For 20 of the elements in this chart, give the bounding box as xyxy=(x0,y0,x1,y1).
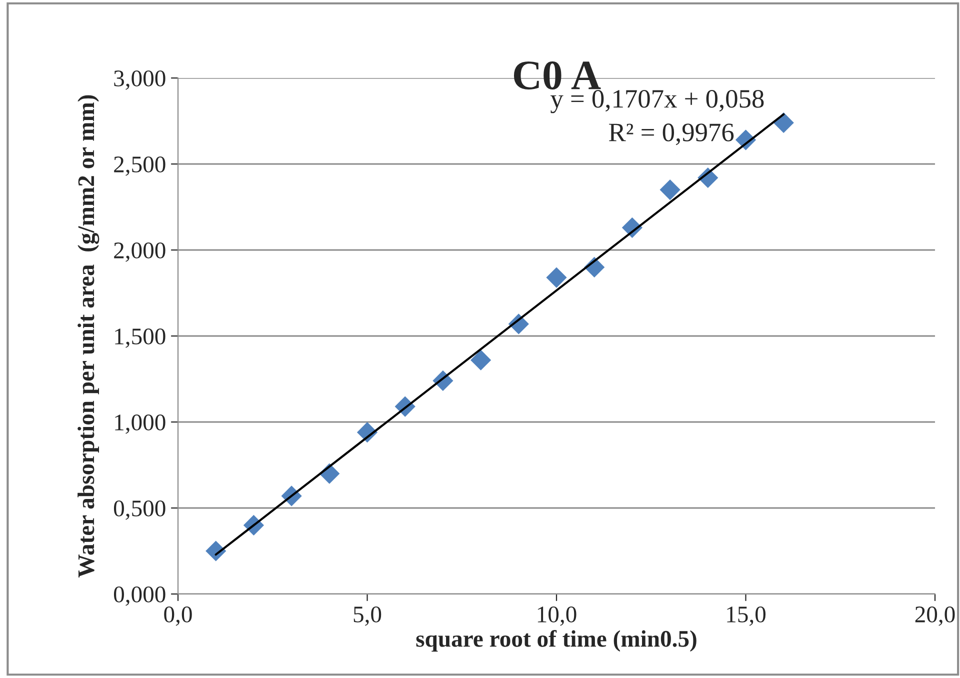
annotation: y = 0,1707x + 0,058 xyxy=(550,90,764,114)
y-tick-label: 3,000 xyxy=(114,70,166,90)
y-tick-label: 1,000 xyxy=(115,414,166,434)
y-axis-title: Water absorption per unit area (g/mm2 or mm) xyxy=(78,95,100,578)
chart-title: C0 A xyxy=(514,61,601,90)
x-tick-label: 10,0 xyxy=(538,606,576,626)
x-axis-title: square root of time (min0.5) xyxy=(416,630,696,652)
x-tick-label: 5,0 xyxy=(354,606,382,626)
annotation: R² = 0,9976 xyxy=(608,124,734,146)
x-tick-label: 15,0 xyxy=(727,606,766,626)
point xyxy=(660,180,680,200)
x-tick-label: 20,0 xyxy=(915,606,955,626)
point xyxy=(546,267,567,288)
y-tick-label: 0,500 xyxy=(114,500,166,520)
y-tick-label: 1,500 xyxy=(115,328,166,348)
y-tick-label: 0,000 xyxy=(114,586,166,606)
y-tick-label: 2,500 xyxy=(114,156,166,176)
y-tick-label: 2,000 xyxy=(114,242,166,262)
x-tick-label: 0,0 xyxy=(164,606,192,626)
point xyxy=(470,350,492,370)
